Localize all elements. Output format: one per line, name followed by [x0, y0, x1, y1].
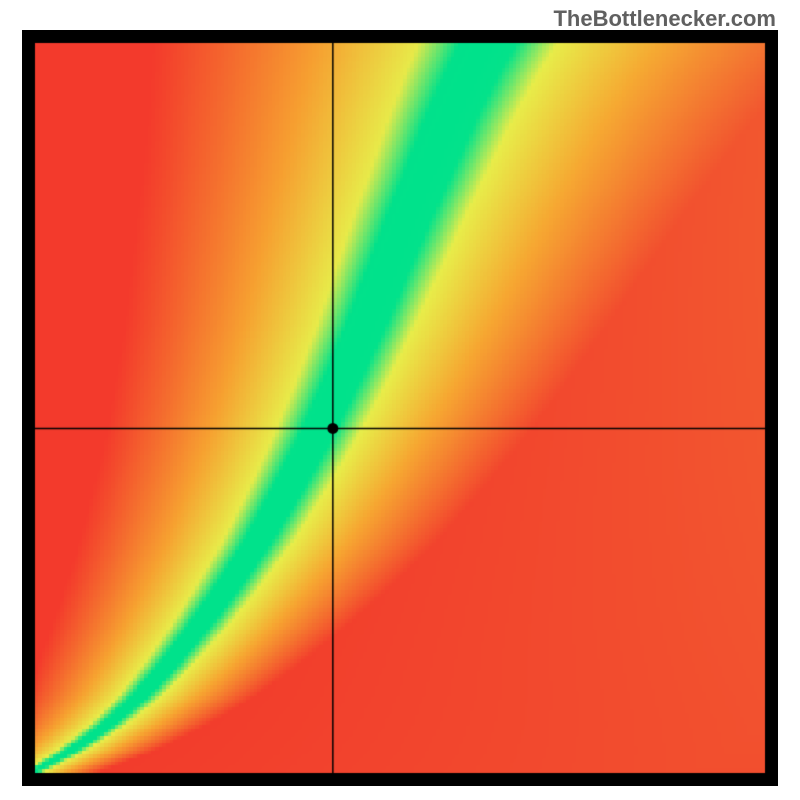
root: TheBottlenecker.com — [0, 0, 800, 800]
attribution-text: TheBottlenecker.com — [553, 6, 776, 32]
heatmap-canvas — [22, 30, 778, 786]
chart-frame — [22, 30, 778, 786]
